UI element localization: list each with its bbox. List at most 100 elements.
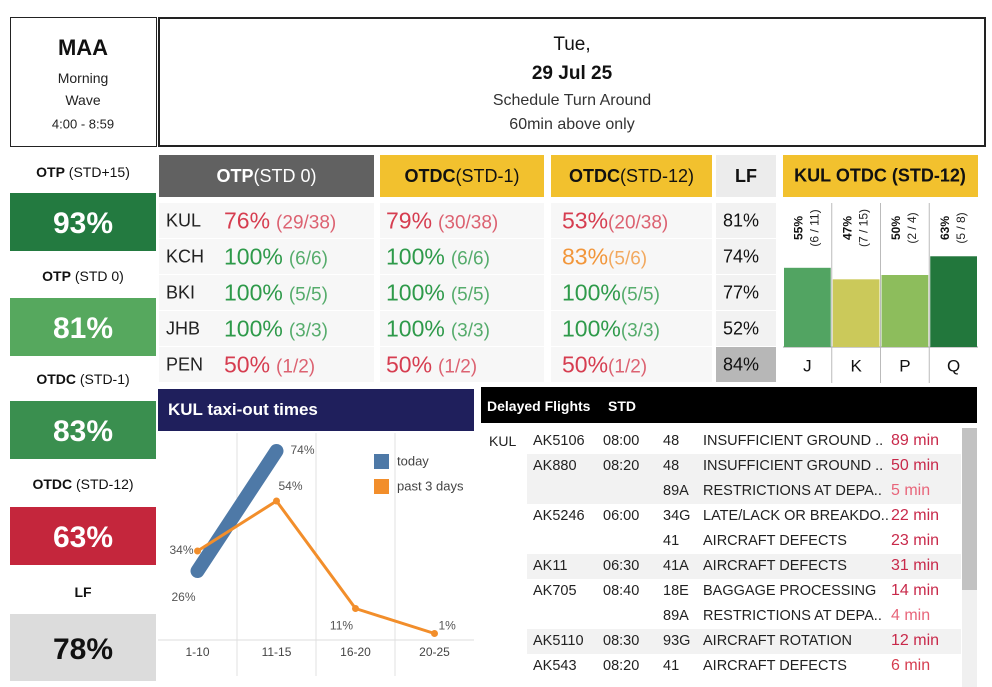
station-cell: BKI xyxy=(166,282,196,303)
delay-reason: INSUFFICIENT GROUND .. xyxy=(703,433,884,449)
scrollbar-thumb[interactable] xyxy=(962,428,977,590)
date-box xyxy=(158,17,986,147)
otp-pct: 79% xyxy=(386,207,433,234)
delay-reason: AIRCRAFT DEFECTS xyxy=(703,658,847,674)
station-label: KUL xyxy=(489,433,517,449)
kpi-box: 93% xyxy=(10,193,156,251)
otp-pct: 100% xyxy=(224,243,283,270)
bar-count-label: (7 / 15) xyxy=(856,209,870,247)
delay-minutes: 50 min xyxy=(891,457,940,474)
row-shade xyxy=(527,454,961,504)
otp-count: (30/38) xyxy=(438,212,499,234)
column-header: OTDC (STD-1) xyxy=(380,155,544,197)
kpi-label: OTP (STD+15) xyxy=(36,164,130,180)
bar xyxy=(930,256,977,347)
lf-cell: 77% xyxy=(716,275,776,310)
row-bg xyxy=(380,311,544,346)
stand: 89A xyxy=(663,608,689,624)
wave-label: Morning xyxy=(57,70,109,86)
otp-cell: 100% (6/6) xyxy=(224,244,328,271)
otp-cell: 76% (29/38) xyxy=(224,208,336,235)
stand: 18E xyxy=(663,583,689,599)
otp-cell: 100%(3/3) xyxy=(562,316,660,343)
stand: 48 xyxy=(663,458,680,474)
row-bg xyxy=(551,275,712,310)
chart-title-bar xyxy=(783,155,978,197)
station-cell: KUL xyxy=(166,210,202,231)
point xyxy=(431,630,438,637)
delay-reason: LATE/LACK OR BREAKDO.. xyxy=(703,508,889,524)
otp-count: (6/6) xyxy=(450,248,490,270)
bar xyxy=(832,279,880,347)
otp-count: (3/3) xyxy=(450,320,490,342)
otp-count: (1/2) xyxy=(438,356,478,378)
row-bg xyxy=(551,203,712,238)
delay-reason: RESTRICTIONS AT DEPA.. xyxy=(703,608,882,624)
column-name: OTDC xyxy=(404,165,456,186)
table-title: Delayed Flights xyxy=(487,398,591,414)
chart-title: KUL OTDC (STD-12) xyxy=(794,165,966,186)
otp-count: (20/38) xyxy=(608,212,669,234)
flight-std: 08:40 xyxy=(603,583,640,599)
column-header: OTDC (STD-12) xyxy=(551,155,712,197)
kpi-box: 63% xyxy=(10,507,156,565)
delay-minutes: 31 min xyxy=(891,557,940,574)
stand: 48 xyxy=(663,433,680,449)
station-cell: JHB xyxy=(166,318,201,339)
kpi-qualifier: (STD 0) xyxy=(74,268,124,284)
column-qualifier: (STD 0) xyxy=(253,165,317,186)
otp-cell: 100%(5/5) xyxy=(224,280,328,307)
kpi-box: 83% xyxy=(10,401,156,459)
flight-std: 08:20 xyxy=(603,658,640,674)
bar-value-label: 50% xyxy=(889,216,903,240)
column-qualifier: (STD-1) xyxy=(455,165,520,186)
delay-reason: AIRCRAFT DEFECTS xyxy=(703,533,847,549)
flight-std: 06:30 xyxy=(603,558,640,574)
delay-reason: AIRCRAFT DEFECTS xyxy=(703,558,847,574)
point xyxy=(273,497,280,505)
column-name: OTP xyxy=(216,165,254,186)
otp-cell: 53%(20/38) xyxy=(562,208,668,235)
otp-pct: 76% xyxy=(224,207,271,234)
x-tick-label: P xyxy=(899,356,910,375)
lf-cell: 81% xyxy=(716,203,776,238)
delay-minutes: 22 min xyxy=(891,507,940,524)
lf-value: 52% xyxy=(722,318,760,339)
day: Tue, xyxy=(553,34,591,55)
kpi-label: OTP (STD 0) xyxy=(42,268,124,284)
otp-count: (5/5) xyxy=(288,284,328,306)
x-tick-label: 1-10 xyxy=(185,645,209,659)
lf-value: 74% xyxy=(722,246,760,267)
row-bg xyxy=(380,347,544,382)
point xyxy=(194,547,201,555)
otp-pct: 50% xyxy=(224,351,271,378)
legend-swatch xyxy=(374,454,389,469)
otp-cell: 100%(3/3) xyxy=(224,316,328,343)
delay-reason: AIRCRAFT ROTATION xyxy=(703,633,853,649)
column-qualifier: (STD-12) xyxy=(619,165,694,186)
legend-label: today xyxy=(397,453,429,468)
point-label: 11% xyxy=(330,619,353,633)
otp-count: (1/2) xyxy=(608,356,648,378)
kpi-qualifier: (STD-1) xyxy=(79,371,130,387)
delay-minutes: 14 min xyxy=(891,582,940,599)
row-bg xyxy=(380,275,544,310)
otp-cell: 79% (30/38) xyxy=(386,208,498,235)
chart-title: KUL taxi-out times xyxy=(168,400,318,419)
otp-pct: 100% xyxy=(224,279,283,306)
kpi-name: OTDC xyxy=(36,371,76,387)
bar xyxy=(881,275,929,347)
bar-count-label: (2 / 4) xyxy=(905,212,919,243)
flight-number: AK11 xyxy=(533,558,568,574)
flight-number: AK880 xyxy=(533,458,577,474)
station-code: MAA xyxy=(57,35,109,60)
point-label: 54% xyxy=(279,479,303,493)
kpi-name: OTP xyxy=(36,164,65,180)
column-header: LF xyxy=(716,155,776,197)
delay-minutes: 23 min xyxy=(891,532,940,549)
otp-count: (6/6) xyxy=(288,248,328,270)
kpi-qualifier: (STD+15) xyxy=(68,164,130,180)
kpi-box: 81% xyxy=(10,298,156,356)
otp-cell: 100%(3/3) xyxy=(386,316,490,343)
